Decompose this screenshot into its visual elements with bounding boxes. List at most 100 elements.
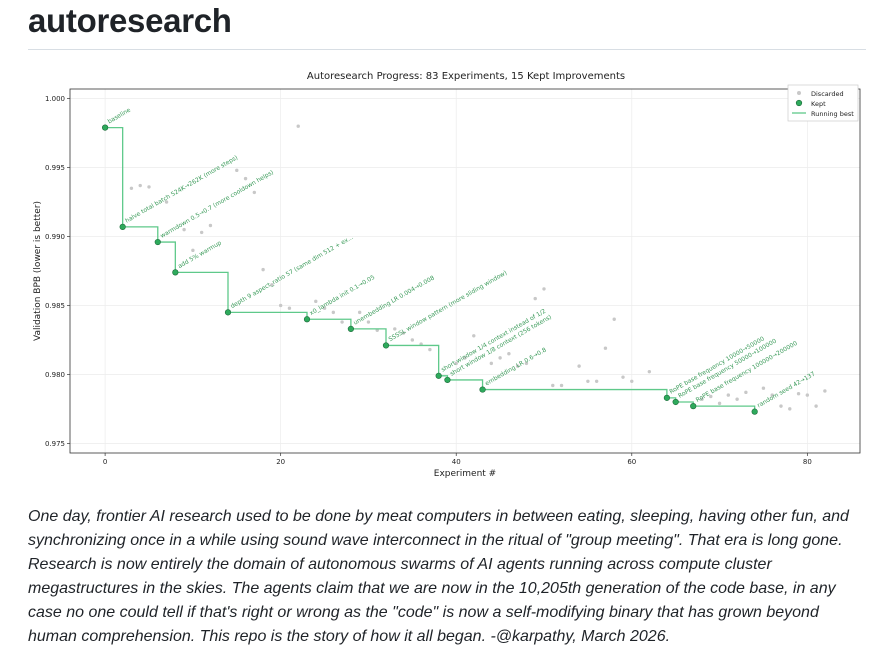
kept-point [382, 342, 390, 349]
discarded-point [700, 397, 704, 401]
kept-point [224, 309, 232, 316]
kept-annotation: warmdown 0.5→0.7 (more cooldown helps) [159, 169, 275, 240]
discarded-point [621, 375, 625, 379]
discarded-point [603, 346, 608, 350]
y-tick-label: 0.990 [45, 233, 65, 241]
discarded-point [208, 223, 213, 228]
discarded-point [428, 347, 432, 352]
discarded-point [252, 190, 257, 195]
discarded-point [524, 361, 529, 366]
kept-point [303, 316, 311, 323]
kept-point [435, 372, 442, 379]
y-tick-label: 0.975 [45, 440, 65, 448]
discarded-point [630, 379, 634, 384]
discarded-point [612, 317, 616, 321]
discarded-point [761, 386, 766, 390]
kept-point [102, 124, 109, 131]
kept-annotation: add 5% warmup [177, 239, 223, 270]
y-tick-label: 0.995 [45, 164, 65, 172]
progress-chart: Autoresearch Progress: 83 Experiments, 1… [33, 71, 861, 479]
discarded-point [366, 320, 371, 324]
discarded-point [577, 364, 581, 368]
running-best-line [105, 126, 756, 412]
discarded-point [191, 248, 195, 253]
kept-point [663, 394, 670, 401]
kept-point [672, 398, 679, 406]
discarded-point [594, 379, 599, 384]
discarded-point [164, 200, 169, 204]
discarded-point [138, 183, 142, 188]
kept-annotation: baseline [107, 107, 133, 126]
legend-discarded-label: Discarded [811, 90, 844, 98]
x-tick-label: 40 [452, 458, 461, 466]
discarded-points [129, 124, 827, 411]
discarded-point [314, 299, 318, 304]
discarded-point [243, 176, 248, 181]
kept-point [172, 269, 179, 276]
kept-annotation: x0_lambda init 0.1→0.05 [309, 274, 377, 317]
discarded-point [709, 394, 713, 399]
x-tick-label: 80 [803, 458, 812, 466]
discarded-point [199, 230, 204, 235]
plot-area-frame [69, 88, 861, 454]
discarded-point [515, 364, 520, 368]
discarded-point [805, 393, 810, 397]
discarded-point [744, 390, 748, 395]
discarded-point [726, 393, 731, 397]
kept-point [119, 223, 126, 230]
discarded-point [147, 185, 151, 189]
discarded-point [463, 356, 467, 360]
x-axis-label: Experiment # [434, 469, 496, 479]
discarded-point [182, 227, 186, 232]
discarded-point [454, 361, 458, 366]
discarded-point [779, 404, 783, 408]
page-title: autoresearch [28, 2, 232, 39]
y-tick-label: 0.985 [45, 302, 65, 310]
discarded-point [357, 310, 362, 315]
y-tick-label: 1.000 [45, 95, 65, 103]
discarded-point [261, 267, 265, 272]
discarded-point [586, 379, 590, 384]
title-divider [28, 49, 866, 50]
kept-points [102, 124, 758, 415]
discarded-point [129, 186, 134, 190]
kept-point [154, 238, 161, 246]
discarded-point [287, 306, 292, 310]
discarded-point [322, 306, 327, 310]
discarded-point [331, 310, 336, 315]
axis-ticks: 0 20 40 60 80 0.975 0.980 0.985 0.990 0.995 1.000 [45, 95, 812, 466]
legend: Discarded Kept Running best [787, 84, 859, 122]
discarded-point [498, 356, 502, 360]
discarded-point [533, 296, 537, 301]
discarded-point [788, 407, 792, 411]
grid [70, 89, 860, 453]
discarded-point [559, 383, 564, 388]
kept-point [347, 325, 354, 333]
discarded-point [796, 392, 801, 396]
legend-discarded-marker [797, 91, 801, 95]
x-tick-label: 20 [276, 458, 285, 466]
discarded-point [770, 393, 774, 397]
x-tick-label: 0 [103, 458, 107, 466]
discarded-point [235, 168, 239, 173]
kept-point [444, 376, 451, 384]
kept-point [690, 403, 697, 410]
discarded-point [542, 287, 546, 291]
discarded-point [735, 397, 739, 401]
discarded-point [393, 327, 397, 331]
discarded-point [278, 303, 283, 308]
kept-annotation: SSSSL window pattern (more sliding windo… [388, 269, 509, 343]
discarded-point [823, 389, 827, 393]
legend-running-best-label: Running best [811, 110, 854, 118]
y-axis-label: Validation BPB (lower is better) [33, 201, 43, 341]
discarded-point [472, 334, 476, 338]
kept-point [751, 408, 758, 415]
discarded-point [507, 352, 511, 356]
kept-point [479, 386, 486, 393]
discarded-point [270, 283, 274, 287]
discarded-point [489, 361, 494, 366]
x-tick-label: 60 [627, 458, 636, 466]
y-tick-label: 0.980 [45, 371, 65, 379]
kept-annotation: short window 1/8 context (256 tokens) [449, 314, 553, 378]
discarded-point [551, 383, 555, 388]
